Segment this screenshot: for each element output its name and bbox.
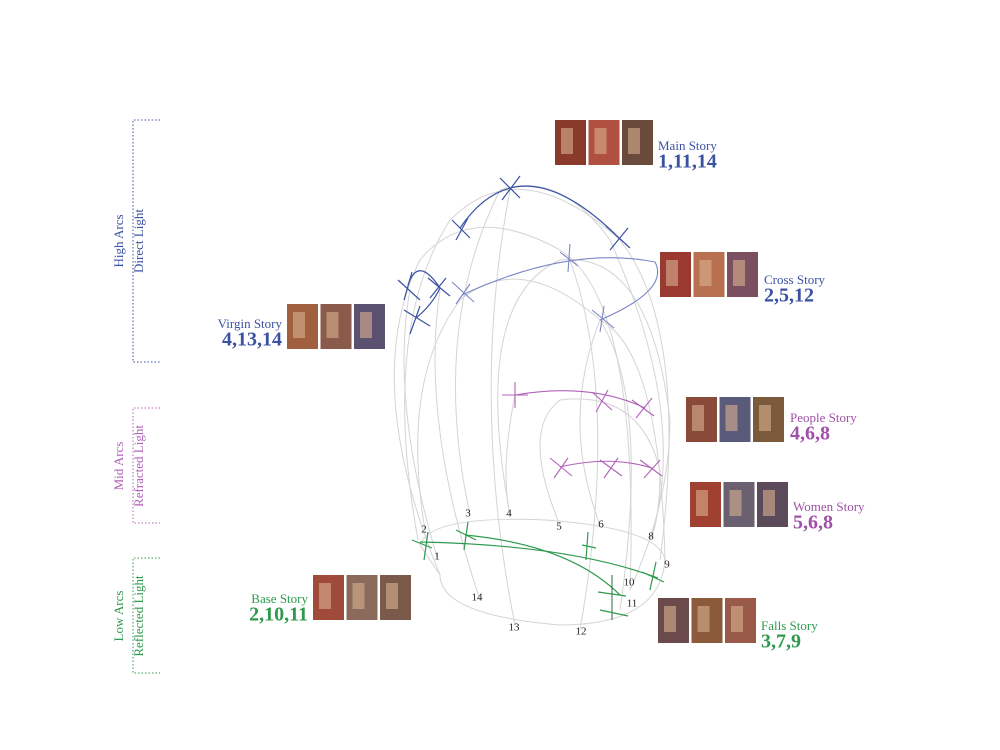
story-stations: 5,6,8 <box>793 512 833 534</box>
story-image-highlight <box>699 260 712 286</box>
station-number: 10 <box>624 577 636 589</box>
story-image-highlight <box>293 312 305 338</box>
story-image-highlight <box>763 490 775 516</box>
story-image-highlight <box>319 583 331 609</box>
story-stations: 1,11,14 <box>658 151 717 173</box>
story-image-highlight <box>759 405 771 431</box>
story-image-highlight <box>731 606 743 632</box>
story-image-highlight <box>692 405 704 431</box>
story-name: Base Story <box>251 591 308 606</box>
story-image-highlight <box>360 312 372 338</box>
cross-marks <box>397 175 665 617</box>
story-image-highlight <box>696 490 708 516</box>
story-image-highlight <box>628 128 640 154</box>
story-image-highlight <box>594 128 607 154</box>
bracket-label: Refracted Light <box>131 425 146 507</box>
bracket-label: Low Arcs <box>111 591 126 642</box>
story-name: Cross Story <box>764 272 826 287</box>
station-number: 13 <box>509 622 521 634</box>
bracket-label: Direct Light <box>131 209 146 273</box>
station-number: 14 <box>472 592 484 604</box>
story-image-highlight <box>352 583 365 609</box>
story-name: People Story <box>790 410 857 425</box>
story-image-highlight <box>666 260 678 286</box>
bracket-label: Mid Arcs <box>111 442 126 491</box>
story-stations: 4,13,14 <box>222 329 282 351</box>
station-number: 11 <box>627 598 638 610</box>
story-image-highlight <box>561 128 573 154</box>
story-image-highlight <box>729 490 742 516</box>
bracket-label: Reflected Light <box>131 575 146 657</box>
story-image-highlight <box>664 606 676 632</box>
station-number: 9 <box>664 559 670 571</box>
brackets <box>132 119 160 674</box>
story-image-highlight <box>733 260 745 286</box>
story-name: Main Story <box>658 138 717 153</box>
story-name: Falls Story <box>761 618 818 633</box>
bracket-label: High Arcs <box>111 214 126 267</box>
story-stations: 2,10,11 <box>249 604 308 626</box>
story-image-highlight <box>697 606 710 632</box>
station-number: 1 <box>434 551 440 563</box>
station-number: 12 <box>576 626 587 638</box>
station-number: 3 <box>465 508 471 520</box>
story-stations: 3,7,9 <box>761 631 801 653</box>
story-name: Virgin Story <box>218 316 283 331</box>
story-image-highlight <box>725 405 738 431</box>
station-number: 6 <box>598 519 604 531</box>
station-number: 4 <box>506 508 512 520</box>
story-image-highlight <box>386 583 398 609</box>
station-number: 5 <box>556 521 562 533</box>
gray-arcs <box>393 185 671 631</box>
story-stations: 4,6,8 <box>790 423 830 445</box>
story-arcs <box>407 185 659 620</box>
story-stations: 2,5,12 <box>764 285 814 307</box>
story-image-highlight <box>326 312 339 338</box>
story-name: Women Story <box>793 499 865 514</box>
station-number: 8 <box>648 531 654 543</box>
station-number: 2 <box>421 524 427 536</box>
